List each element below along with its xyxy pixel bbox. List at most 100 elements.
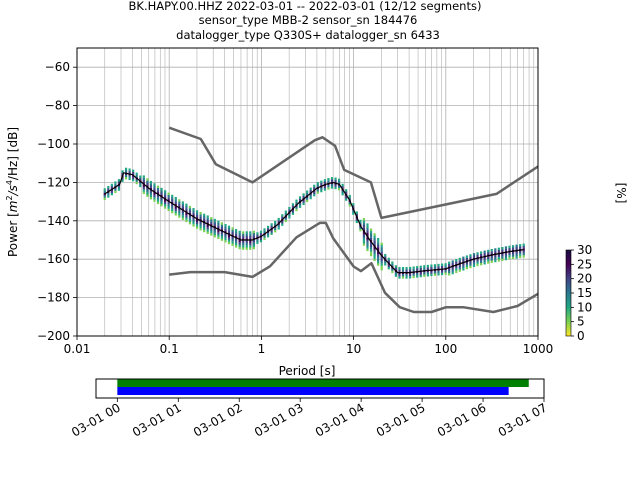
- ppsd-cell: [398, 267, 401, 270]
- ppsd-cell: [373, 258, 376, 261]
- ppsd-cell: [281, 216, 284, 219]
- ppsd-cell: [199, 221, 202, 224]
- ppsd-cell: [352, 203, 355, 206]
- ppsd-cell: [114, 181, 117, 184]
- ppsd-cell: [476, 261, 479, 264]
- ppsd-cell: [437, 266, 440, 269]
- ppsd-cell: [171, 197, 174, 200]
- ppsd-cell: [366, 239, 369, 242]
- ppsd-cell: [103, 197, 106, 200]
- ppsd-cell: [515, 256, 518, 259]
- ppsd-cell: [369, 244, 373, 248]
- ppsd-cell: [203, 227, 206, 230]
- ppsd-cell: [352, 212, 355, 215]
- ppsd-cell: [128, 168, 131, 171]
- ppsd-cell: [355, 211, 358, 214]
- ppsd-cell: [206, 217, 209, 221]
- ppsd-cell: [117, 188, 121, 191]
- ppsd-cell: [156, 185, 160, 188]
- ppsd-cell: [210, 230, 213, 234]
- ppsd-cell: [480, 258, 483, 261]
- ppsd-cell: [220, 238, 224, 241]
- ppsd-cell: [245, 235, 248, 239]
- ppsd-cell: [178, 210, 181, 214]
- ppsd-cell: [146, 189, 149, 193]
- ppsd-cell: [433, 273, 437, 276]
- ppsd-cell: [377, 254, 380, 257]
- ppsd-cell: [146, 180, 149, 184]
- ppsd-cell: [359, 222, 362, 225]
- ppsd-density: [103, 167, 525, 279]
- ppsd-cell: [433, 264, 437, 267]
- x-tick-label: 1000: [523, 342, 554, 356]
- ppsd-cell: [377, 256, 380, 259]
- ppsd-cell: [494, 250, 497, 254]
- chart-title-line-2: sensor_type MBB-2 sensor_sn 184476: [199, 13, 418, 27]
- ppsd-cell: [164, 199, 167, 202]
- ppsd-cell: [522, 243, 525, 246]
- ppsd-cell: [369, 235, 373, 238]
- ppsd-cell: [181, 215, 184, 218]
- ppsd-cell: [377, 247, 380, 250]
- ppsd-cell: [476, 259, 479, 262]
- ppsd-cell: [519, 255, 522, 259]
- ppsd-cell: [245, 245, 248, 248]
- ppsd-cell: [231, 241, 234, 244]
- ppsd-cell: [345, 189, 348, 192]
- ppsd-cell: [185, 205, 188, 209]
- ppsd-cell: [231, 236, 234, 239]
- ppsd-cell: [178, 203, 181, 207]
- ppsd-cell: [235, 229, 238, 232]
- ppsd-cell: [235, 233, 238, 237]
- ppsd-cell: [384, 256, 387, 259]
- ppsd-cell: [469, 265, 472, 269]
- ppsd-cell: [380, 242, 383, 246]
- ppsd-cell: [242, 231, 245, 234]
- ppsd-cell: [416, 275, 419, 278]
- ppsd-cell: [373, 253, 376, 257]
- ppsd-cell: [412, 268, 415, 272]
- ppsd-cell: [238, 230, 241, 234]
- ppsd-cell: [320, 187, 323, 190]
- ppsd-cell: [323, 186, 326, 189]
- ppsd-cell: [369, 233, 373, 236]
- ppsd-cell: [256, 232, 259, 235]
- ppsd-cell: [362, 231, 366, 235]
- ppsd-cell: [192, 210, 195, 213]
- segment-bar: [117, 387, 509, 395]
- ppsd-cell: [181, 206, 184, 209]
- ppsd-cell: [330, 184, 334, 187]
- ppsd-cell: [284, 210, 287, 213]
- ppsd-cell: [380, 247, 383, 250]
- ppsd-cell: [188, 221, 192, 225]
- ppsd-cell: [164, 204, 167, 207]
- x-axis-ticks: 0.01 0.1 1 10 100 1000: [64, 336, 554, 356]
- ppsd-cell: [235, 238, 238, 241]
- ppsd-cell: [203, 215, 206, 219]
- ppsd-cell: [188, 215, 192, 218]
- ppsd-cell: [394, 274, 397, 277]
- ppsd-cell: [203, 222, 206, 226]
- ppsd-cell: [423, 265, 426, 268]
- ppsd-cell: [373, 256, 376, 259]
- y-tick-label: −100: [37, 137, 70, 151]
- ppsd-cell: [284, 219, 287, 223]
- ppsd-cell: [511, 256, 515, 260]
- x-tick-label: 1: [258, 342, 266, 356]
- ppsd-cell: [483, 252, 486, 256]
- ppsd-cell: [394, 265, 397, 268]
- ppsd-cell: [362, 222, 366, 226]
- ppsd-cell: [401, 276, 405, 279]
- ppsd-cell: [494, 257, 497, 260]
- ppsd-cell: [398, 269, 401, 272]
- ppsd-cell: [373, 247, 376, 250]
- time-tick-label: 03-01 02: [191, 400, 245, 439]
- ppsd-cell: [465, 262, 469, 265]
- ppsd-cell: [135, 172, 138, 175]
- ppsd-cell: [472, 253, 476, 256]
- ppsd-cell: [345, 196, 348, 199]
- ppsd-cell: [409, 269, 412, 272]
- ppsd-cell: [472, 255, 476, 258]
- ppsd-cell: [334, 184, 337, 187]
- ppsd-cell: [504, 253, 508, 256]
